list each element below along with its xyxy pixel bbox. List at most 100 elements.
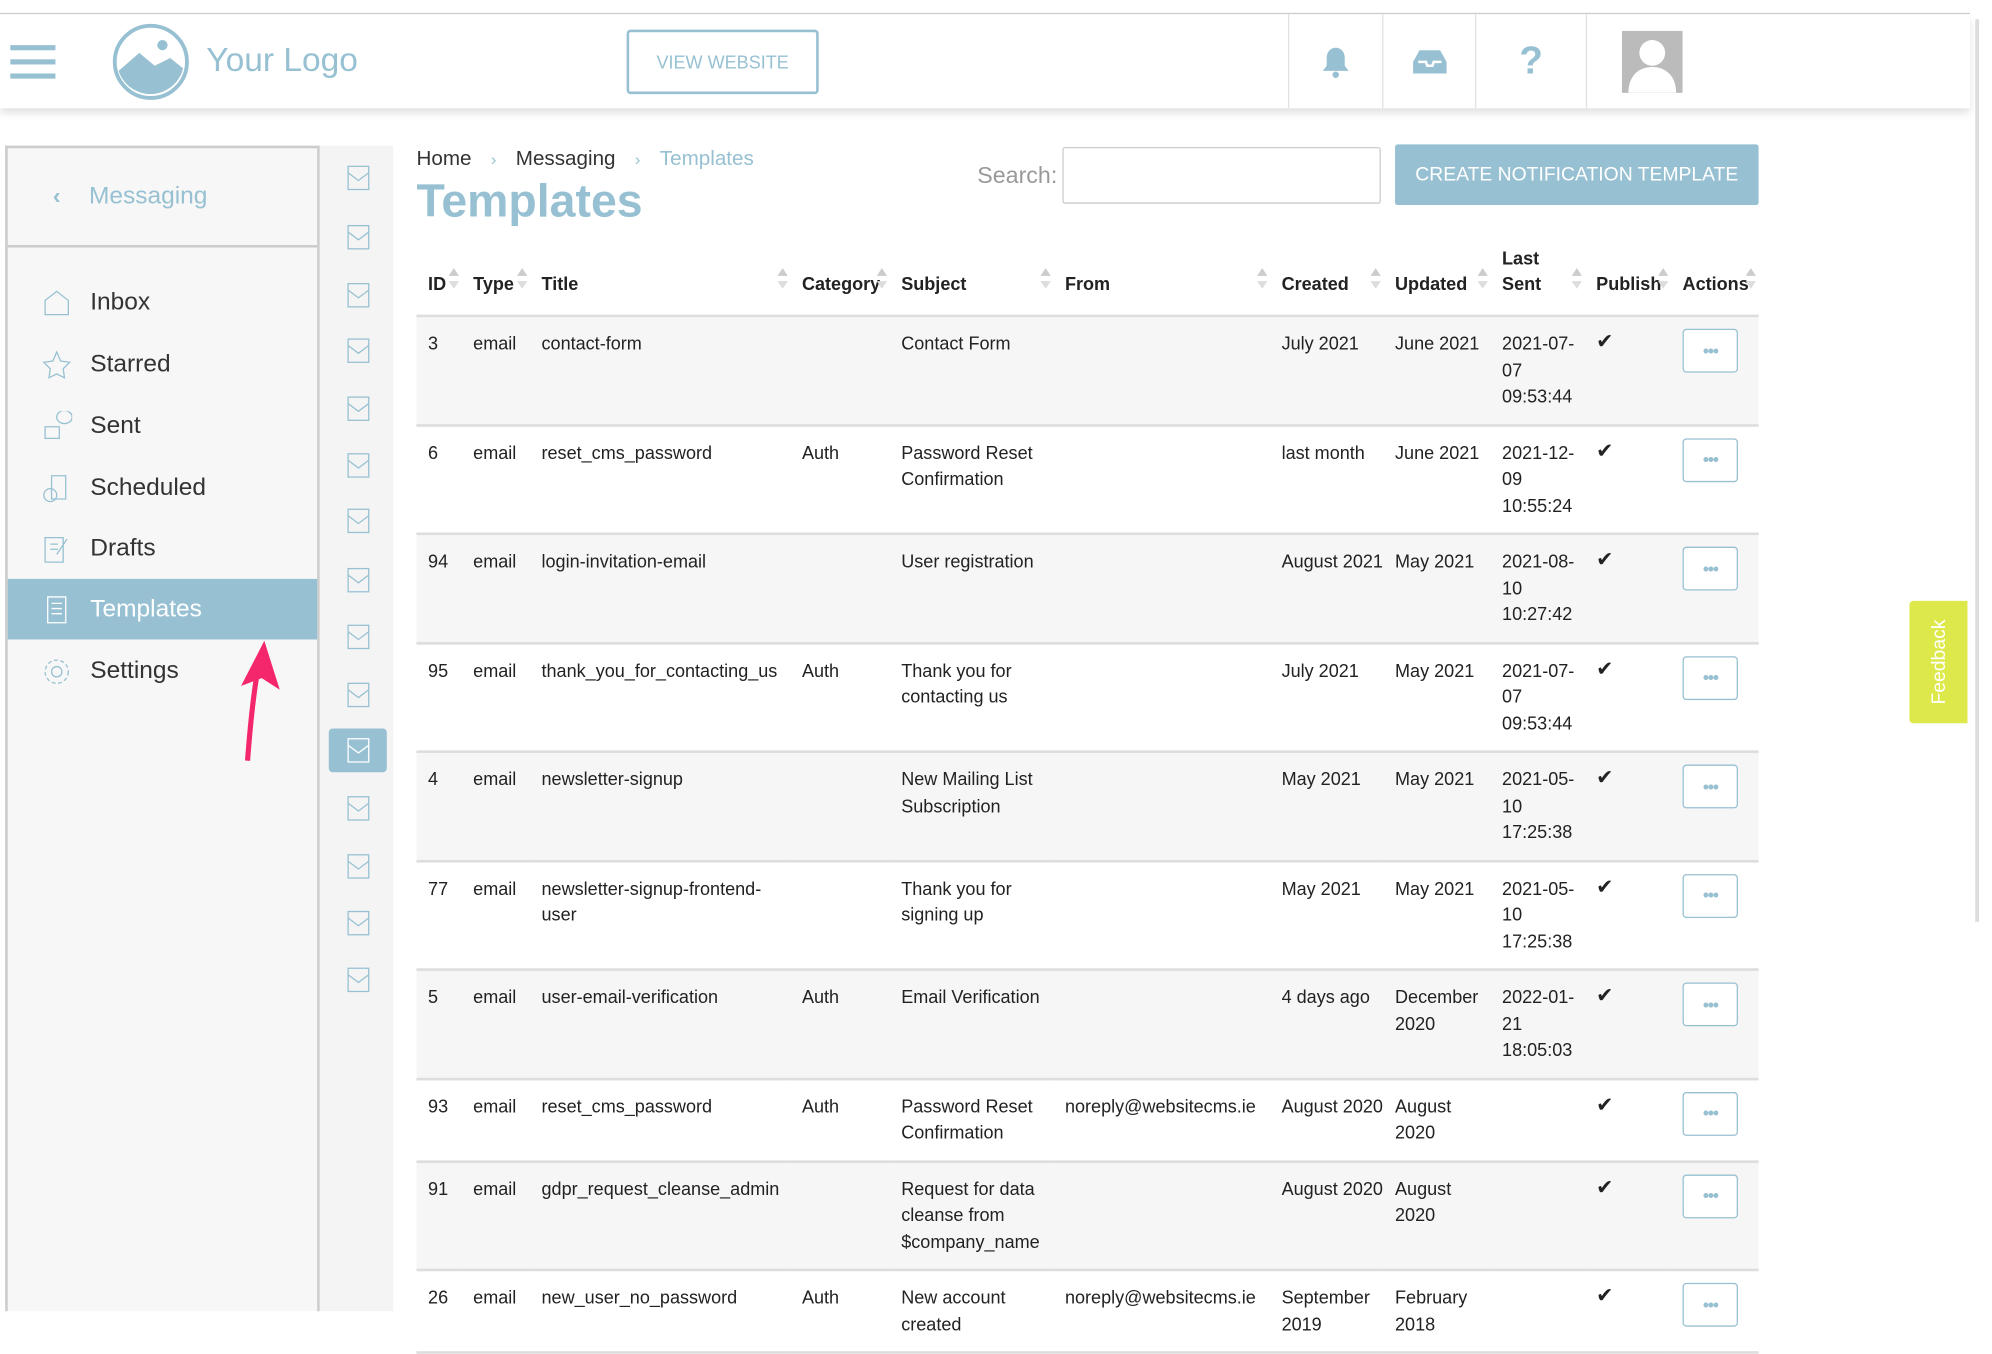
mail-icon[interactable] [329,444,387,488]
table-row: 94 email login-invitation-email User regist… [416,533,1759,644]
column-header-from[interactable]: From [1053,244,1270,318]
sidebar-item-sent[interactable]: Sent [8,396,317,457]
menu-icon[interactable] [10,45,56,79]
actions-menu-button[interactable]: ••• [1682,328,1738,373]
contacts-icon[interactable] [329,673,387,717]
help-icon[interactable]: ? [1519,39,1543,82]
cell-subject: Password Reset Confirmation [889,1078,1054,1163]
actions-menu-button[interactable]: ••• [1682,1282,1738,1327]
sidebar-item-drafts[interactable]: Drafts [8,518,317,579]
breadcrumb-home[interactable]: Home [416,148,472,171]
column-header-id[interactable]: ID [416,244,462,318]
publish-check-icon: ✔ [1584,1078,1671,1163]
divider [1288,14,1290,109]
sort-icon[interactable] [1257,268,1268,289]
breadcrumb-messaging[interactable]: Messaging [515,148,616,171]
templates-icon[interactable] [328,728,387,773]
create-notification-template-button[interactable]: CREATE NOTIFICATION TEMPLATE [1395,144,1759,205]
outbox-icon[interactable] [329,387,387,431]
sort-icon[interactable] [1658,268,1669,289]
bell-icon[interactable] [1289,14,1382,108]
sidebar-item-templates[interactable]: Templates [7,578,318,640]
view-website-button[interactable]: VIEW WEBSITE [626,29,819,95]
user-icon[interactable] [329,958,387,1002]
column-header-category[interactable]: Category [790,244,890,318]
templates-icon [47,595,67,623]
sort-icon[interactable] [777,268,788,289]
column-header-actions[interactable]: Actions [1670,244,1759,318]
cell-created: May 2021 [1269,860,1384,971]
sidebar-item-scheduled[interactable]: Scheduled [8,458,317,519]
sort-icon[interactable] [876,268,888,289]
cell-type: email [461,1161,530,1272]
actions-menu-button[interactable]: ••• [1682,1091,1738,1136]
header-label: Updated [1395,273,1468,294]
last-sent-value: 2021-07-07 09:53:44 [1502,659,1575,733]
actions-menu-button[interactable]: ••• [1682,655,1738,700]
cell-last-sent: 2021-08-10 10:27:42 [1490,533,1585,644]
cell-created: July 2021 [1269,315,1384,427]
scheduled-icon[interactable] [329,499,387,543]
search-input[interactable] [1062,146,1381,204]
column-header-type[interactable]: Type [461,244,530,318]
inbox-tray-icon[interactable] [1383,14,1475,108]
cell-category: Auth [790,1078,890,1163]
sort-icon[interactable] [448,268,459,289]
sort-icon[interactable] [1370,268,1381,289]
actions-menu-button[interactable]: ••• [1682,873,1738,918]
sort-icon[interactable] [1745,268,1757,289]
scheduled-icon [43,474,67,502]
cell-title: gdpr_request_cleanse_admin [529,1161,791,1272]
sent-icon[interactable] [329,329,387,373]
sidebar-item-starred[interactable]: Starred [8,334,317,395]
cell-actions: ••• [1670,424,1759,536]
cell-subject: Contact Form [889,315,1054,427]
cloud-icon[interactable] [329,901,387,945]
starred-icon[interactable] [329,273,387,317]
mail-batch-icon[interactable] [329,156,387,200]
actions-menu-button[interactable]: ••• [1682,982,1738,1027]
top-border [0,12,1971,15]
app: Your Logo VIEW WEBSITE ? ‹ Messaging Inbo… [0,12,1980,1354]
column-header-last-sent[interactable]: Last Sent [1490,244,1585,318]
avatar[interactable] [1621,30,1683,93]
column-header-updated[interactable]: Updated [1383,244,1491,318]
cell-category [790,1161,890,1272]
sort-icon[interactable] [1571,268,1582,289]
publish-check-icon: ✔ [1584,751,1671,862]
settings-icon[interactable] [329,844,387,888]
column-header-title[interactable]: Title [529,244,791,318]
signature-icon[interactable] [329,786,387,830]
feedback-label: Feedback [1927,619,1950,705]
logo-text: Your Logo [206,39,358,79]
cell-category [790,860,890,971]
sort-icon[interactable] [1040,268,1051,289]
drafts-icon[interactable] [329,558,387,602]
cell-from [1053,751,1270,862]
cell-from [1053,860,1270,971]
inbox-icon[interactable] [329,215,387,259]
scrollbar[interactable] [1975,19,1980,922]
actions-menu-button[interactable]: ••• [1682,437,1738,482]
sort-icon[interactable] [1477,268,1488,289]
actions-menu-button[interactable]: ••• [1682,1173,1738,1218]
column-header-subject[interactable]: Subject [889,244,1054,318]
sidebar-back-messaging[interactable]: ‹ Messaging [7,148,318,248]
campaign-icon[interactable] [329,615,387,659]
actions-menu-button[interactable]: ••• [1682,546,1738,591]
table-row: 91 email gdpr_request_cleanse_admin Request… [416,1161,1759,1272]
cell-last-sent [1490,1161,1585,1272]
sidebar-item-label: Drafts [90,534,156,562]
column-header-publish[interactable]: Publish [1584,244,1671,318]
sidebar-item-inbox[interactable]: Inbox [8,272,317,333]
inbox-icon [44,289,69,315]
sidebar-item-label: Inbox [90,288,151,316]
cell-id: 6 [416,424,462,536]
column-header-created[interactable]: Created [1269,244,1384,318]
actions-menu-button[interactable]: ••• [1682,764,1738,809]
cell-title: new_user_no_password [529,1269,791,1354]
sort-icon[interactable] [517,268,528,289]
cell-category [790,533,890,644]
sidebar-item-settings[interactable]: Settings [8,641,317,702]
feedback-tab[interactable]: Feedback [1909,600,1968,724]
